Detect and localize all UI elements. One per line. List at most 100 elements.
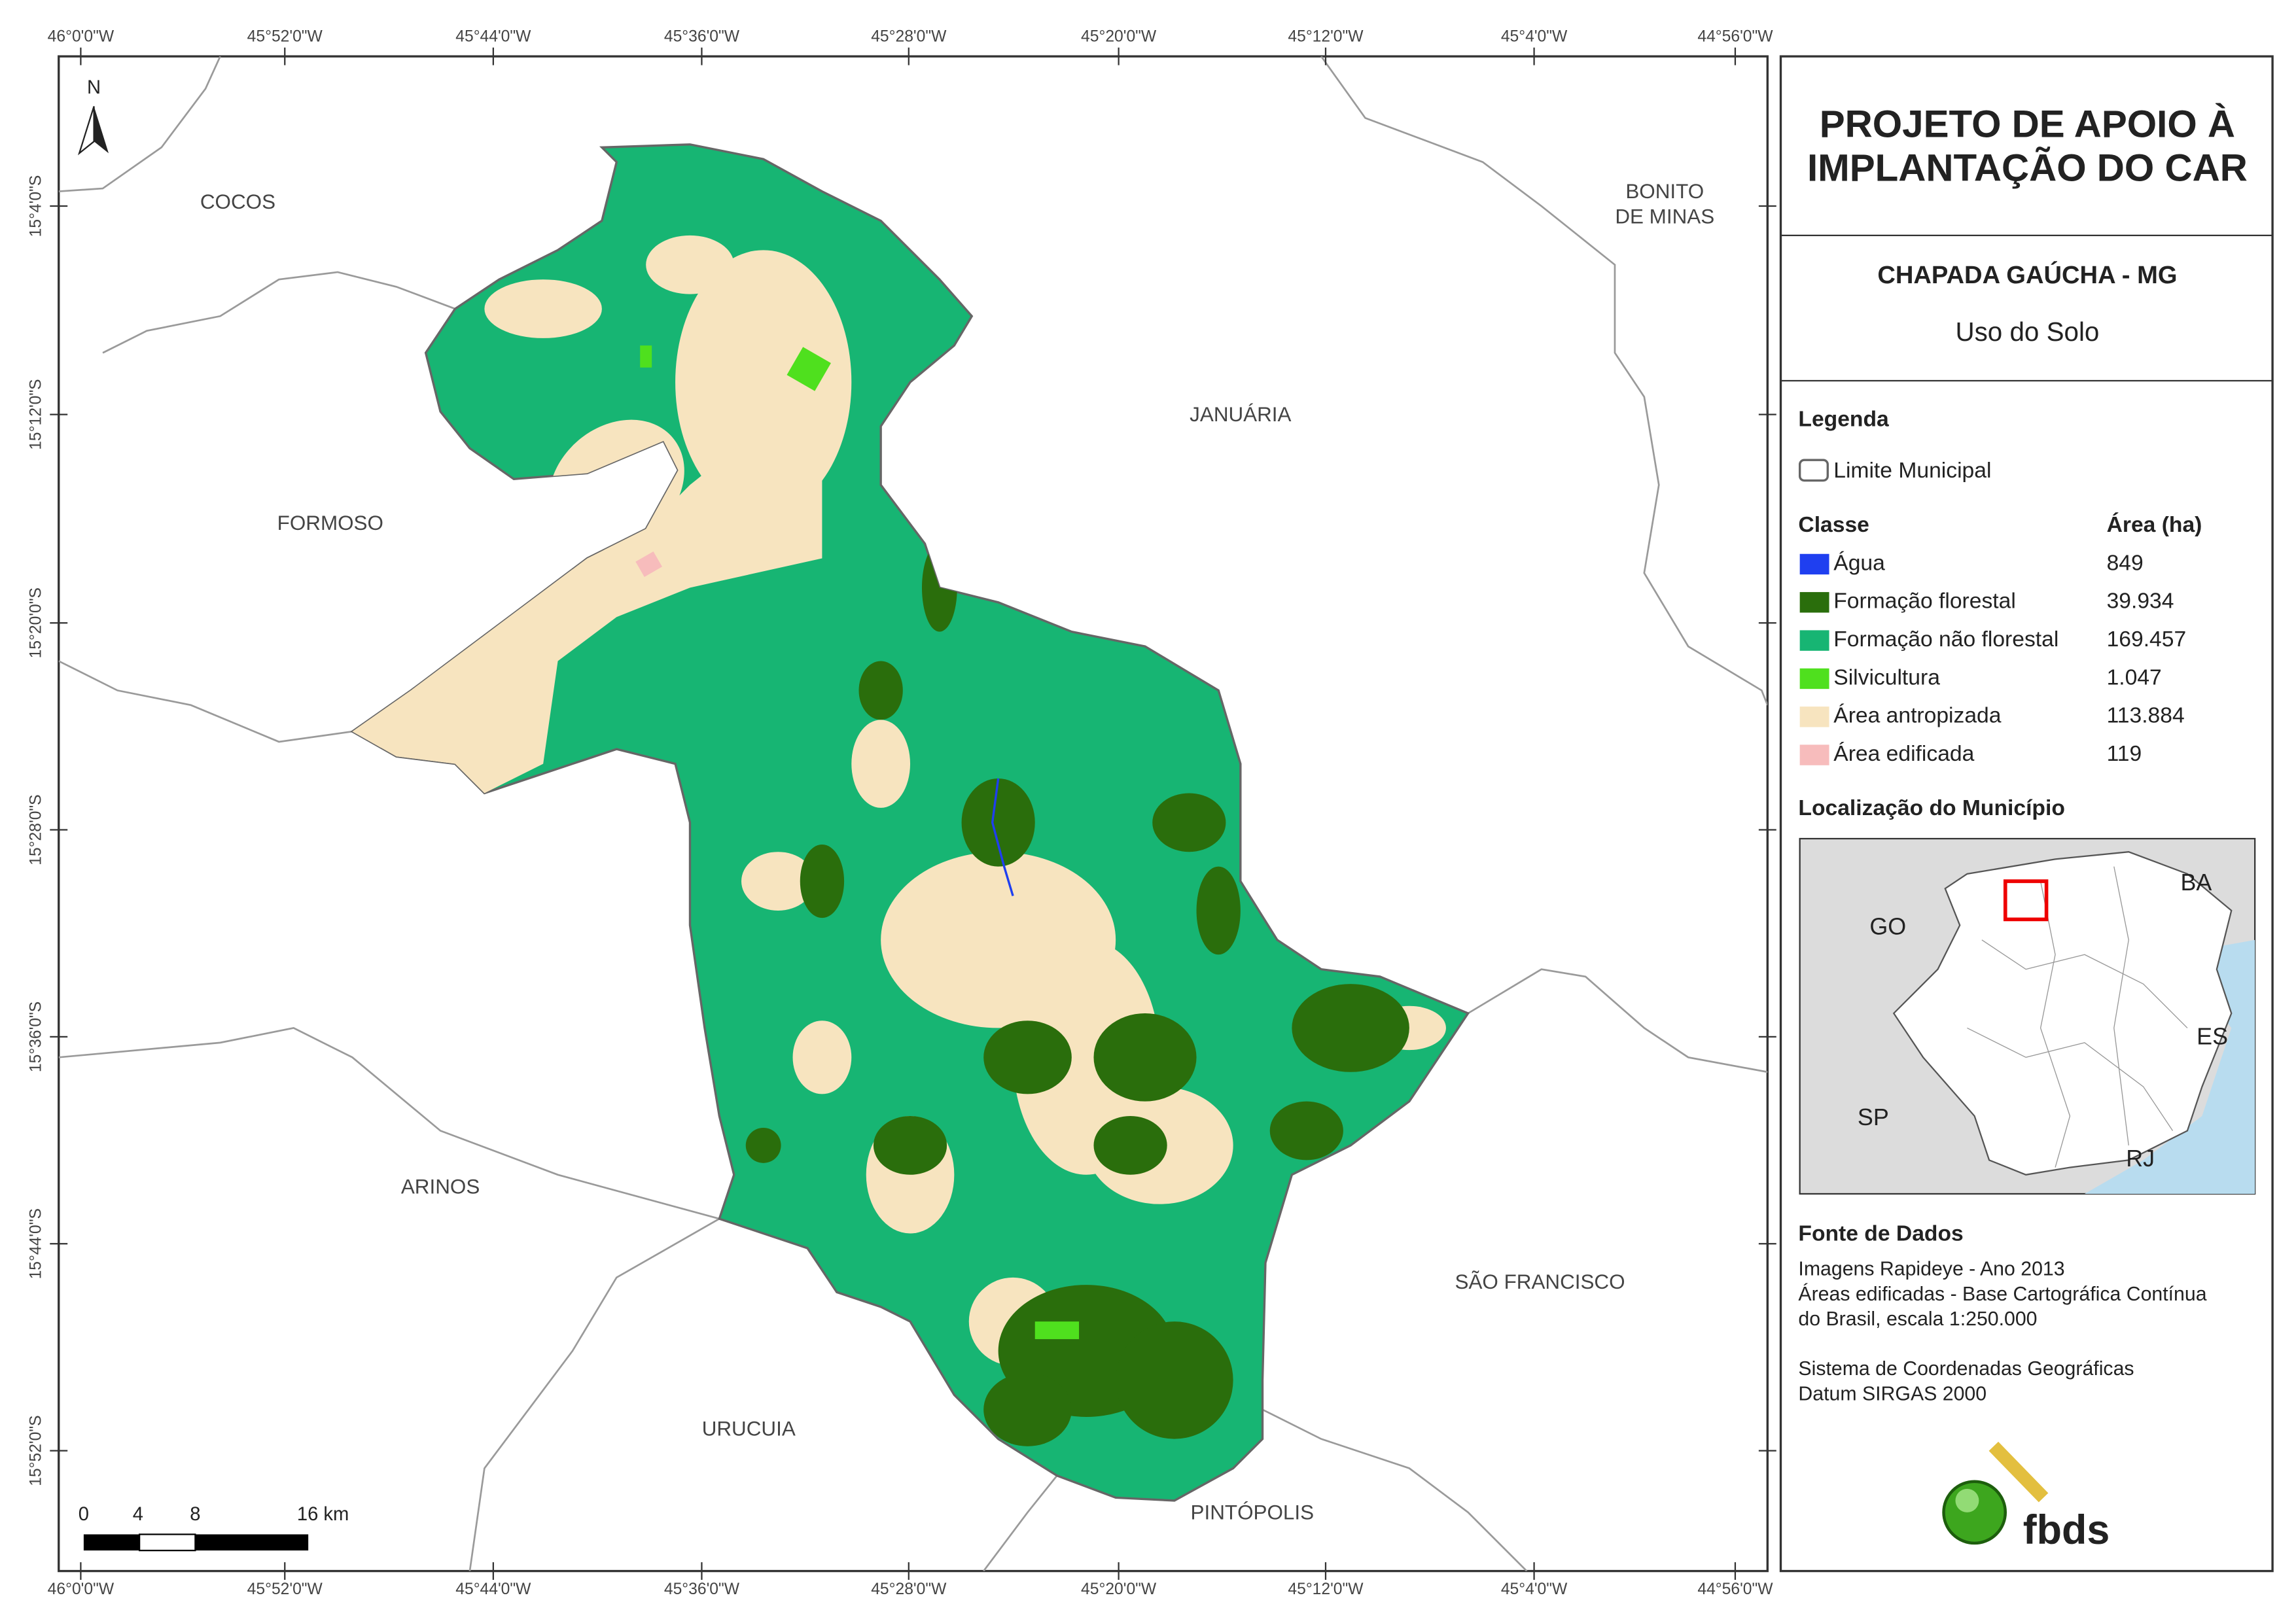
lon-label: 45°12'0"W [1288, 1580, 1364, 1598]
forest-patch [1116, 1321, 1233, 1439]
legend-swatch [1799, 630, 1829, 651]
municipality-label: URUCUIA [702, 1417, 796, 1440]
panel-title: PROJETO DE APOIO À [1820, 102, 2235, 145]
legend-class: Silvicultura [1833, 665, 1940, 689]
municipality-label: SÃO FRANCISCO [1455, 1270, 1625, 1293]
legend-class: Água [1833, 551, 1885, 575]
lat-label: 15°44'0"S [27, 1208, 45, 1279]
forest-patch [983, 1372, 1072, 1446]
logo-highlight [1955, 1488, 1979, 1512]
lon-label: 45°36'0"W [664, 1580, 740, 1598]
lat-label: 15°36'0"S [27, 1002, 45, 1072]
lon-label: 45°52'0"W [247, 28, 323, 46]
forest-patch [1093, 1013, 1197, 1102]
logo-text: fbds [2023, 1507, 2110, 1553]
lon-label: 45°28'0"W [871, 28, 947, 46]
sources-line: Sistema de Coordenadas Geográficas [1798, 1358, 2134, 1380]
sources-line: Áreas edificadas - Base Cartográfica Con… [1798, 1283, 2206, 1305]
scale-segment [139, 1533, 196, 1552]
location-inset [1799, 837, 2256, 1195]
panel-title: IMPLANTAÇÃO DO CAR [1807, 147, 2248, 190]
legend-area: 169.457 [2107, 627, 2187, 652]
forest-patch [1152, 793, 1226, 852]
anthropized-patch [352, 426, 822, 794]
forest-patch [745, 1127, 781, 1163]
anthropized-patch [646, 235, 734, 294]
legend-swatch [1799, 668, 1829, 689]
sources-heading: Fonte de Dados [1798, 1222, 1963, 1246]
scale-label: 4 [133, 1504, 143, 1525]
anthropized-patch [851, 720, 911, 808]
sources-line: do Brasil, escala 1:250.000 [1798, 1308, 2037, 1330]
lat-label: 15°12'0"S [27, 379, 45, 449]
forest-patch [858, 661, 903, 720]
legend-class: Área edificada [1833, 742, 1974, 766]
forest-patch [961, 778, 1035, 867]
minas-gerais [1892, 851, 2233, 1176]
inset-label: SP [1858, 1104, 1889, 1130]
lon-label: 45°52'0"W [247, 1580, 323, 1598]
scale-label: 0 [79, 1504, 89, 1525]
scale-segment [83, 1534, 140, 1551]
side-panel [1779, 55, 2274, 1573]
lat-label: 15°28'0"S [27, 794, 45, 865]
inset-label: BA [2181, 869, 2212, 896]
legend-swatch [1799, 744, 1829, 765]
municipality-label: COCOS [200, 190, 275, 213]
legend-class: Área antropizada [1833, 704, 2002, 728]
forest-patch [1196, 866, 1241, 955]
scale-segment [195, 1534, 309, 1551]
lon-label: 45°44'0"W [455, 28, 531, 46]
municipality-label: DE MINAS [1615, 205, 1714, 228]
legend-area: 1.047 [2107, 665, 2162, 689]
scale-label: 8 [190, 1504, 200, 1525]
anthropized-patch [792, 1021, 852, 1094]
lat-label: 15°52'0"S [27, 1415, 45, 1486]
boundary [102, 271, 455, 354]
forest-patch [800, 844, 845, 918]
silviculture-patch [640, 345, 652, 368]
lat-label: 15°20'0"S [27, 587, 45, 658]
legend-area: 119 [2107, 742, 2142, 766]
boundary [58, 1027, 720, 1220]
lon-label: 44°56'0"W [1697, 1580, 1773, 1598]
forest-patch [983, 1021, 1072, 1094]
scale-bar [83, 1533, 309, 1552]
legend-class: Formação não florestal [1833, 627, 2058, 652]
logo-bar [1988, 1441, 2049, 1503]
inset-label: ES [2197, 1024, 2228, 1050]
built-patch [635, 551, 663, 577]
logo [1942, 1441, 2049, 1545]
lon-label: 45°12'0"W [1288, 28, 1364, 46]
boundary [58, 660, 353, 743]
panel-subtitle: CHAPADA GAÚCHA - MG [1877, 260, 2177, 289]
lon-label: 45°4'0"W [1501, 1580, 1568, 1598]
scale-label: 16 km [297, 1504, 349, 1525]
silviculture-patch [786, 347, 831, 391]
boundary-swatch [1798, 459, 1829, 482]
north-label: N [87, 77, 101, 98]
lon-label: 46°0'0"W [48, 1580, 115, 1598]
legend-swatch [1799, 553, 1829, 575]
forest-patch [873, 1116, 947, 1175]
legend-area: 39.934 [2107, 589, 2174, 614]
anthropized-patch [741, 852, 815, 911]
inset-label: GO [1869, 913, 1906, 939]
legend-swatch [1799, 592, 1829, 613]
boundary [58, 56, 221, 192]
silviculture-patch [1034, 1321, 1080, 1340]
lon-label: 45°4'0"W [1501, 28, 1568, 46]
lon-label: 45°36'0"W [664, 28, 740, 46]
boundary [1467, 968, 1768, 1073]
lat-label: 15°4'0"S [27, 175, 45, 237]
logo-circle [1942, 1480, 2007, 1545]
lon-label: 45°44'0"W [455, 1580, 531, 1598]
sources-line: Imagens Rapideye - Ano 2013 [1798, 1259, 2064, 1280]
municipality-label: PINTÓPOLIS [1191, 1501, 1314, 1524]
anthropized-patch [484, 279, 602, 338]
panel-theme: Uso do Solo [1955, 317, 2099, 347]
municipality-label: BONITO [1625, 180, 1704, 203]
lon-label: 45°28'0"W [871, 1580, 947, 1598]
location-marker [2003, 879, 2049, 922]
